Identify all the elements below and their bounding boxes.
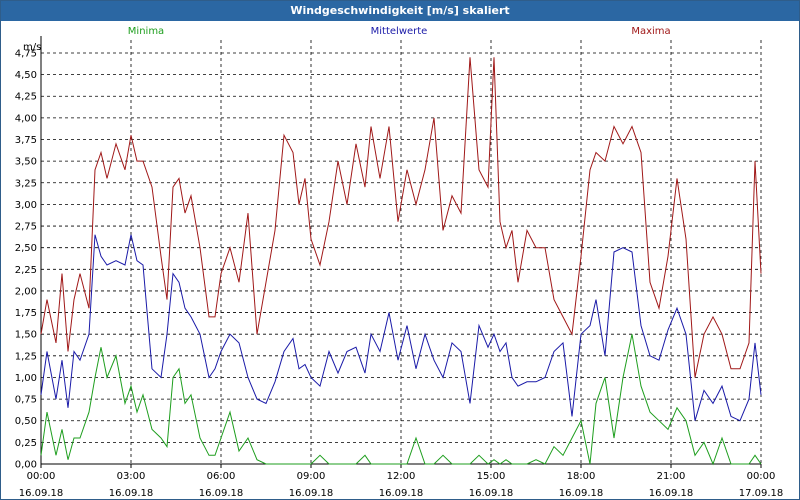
x-tick-time: 21:00 <box>657 471 686 482</box>
y-axis-ticks: 0,00 0,25 0,50 0,75 1,00 1,25 1,50 1,75 2,00 2,25… <box>15 48 37 470</box>
y-tick-label: 0,00 <box>15 460 37 471</box>
y-tick-label: 0,25 <box>15 438 37 449</box>
series-line-minima <box>40 334 762 466</box>
y-tick-label: 3,25 <box>15 178 37 189</box>
x-tick-time: 06:00 <box>207 471 236 482</box>
y-tick-label: 0,75 <box>15 395 37 406</box>
y-tick-label: 2,75 <box>15 222 37 233</box>
window-title: Windgeschwindigkeit [m/s] skaliert <box>1 1 799 21</box>
y-tick-label: 1,50 <box>15 330 37 341</box>
x-tick-date: 16.09.18 <box>19 488 64 499</box>
x-tick-date: 16.09.18 <box>109 488 154 499</box>
y-tick-label: 2,50 <box>15 243 37 254</box>
legend-entry-maxima: Maxima <box>631 26 670 37</box>
series-lines <box>40 57 762 466</box>
x-tick-date: 16.09.18 <box>199 488 244 499</box>
x-tick-time: 09:00 <box>297 471 326 482</box>
x-tick-time: 12:00 <box>387 471 416 482</box>
y-tick-label: 1,25 <box>15 351 37 362</box>
y-tick-label: 1,75 <box>15 308 37 319</box>
x-tick-date: 16.09.18 <box>379 488 424 499</box>
legend-entry-minima: Minima <box>128 26 164 37</box>
x-tick-time: 00:00 <box>747 471 776 482</box>
x-tick-date: 16.09.18 <box>289 488 334 499</box>
x-tick-date: 17.09.18 <box>739 488 784 499</box>
x-tick-time: 15:00 <box>477 471 506 482</box>
x-tick-time: 18:00 <box>567 471 596 482</box>
y-tick-label: 4,00 <box>15 113 37 124</box>
x-axis-ticks: 00:00 16.09.18 03:00 16.09.18 06:00 16.09.18 0… <box>19 471 784 499</box>
series-line-mittelwerte <box>40 234 762 422</box>
y-tick-label: 4,75 <box>15 48 37 59</box>
y-tick-label: 1,00 <box>15 373 37 384</box>
wind-speed-chart: Maxima Mittelwerte Minima 0,00 0,25 0,50 0,75… <box>15 26 784 499</box>
x-tick-time: 03:00 <box>117 471 146 482</box>
y-tick-label: 0,50 <box>15 416 37 427</box>
y-tick-label: 4,25 <box>15 92 37 103</box>
y-tick-label: 3,00 <box>15 200 37 211</box>
legend-entry-mittelwerte: Mittelwerte <box>371 26 428 37</box>
grid <box>41 40 762 465</box>
x-tick-date: 16.09.18 <box>559 488 604 499</box>
y-tick-label: 3,75 <box>15 135 37 146</box>
x-tick-date: 16.09.18 <box>469 488 514 499</box>
y-tick-label: 2,25 <box>15 265 37 276</box>
y-tick-label: 4,50 <box>15 70 37 81</box>
y-tick-label: 3,50 <box>15 157 37 168</box>
y-tick-label: 2,00 <box>15 286 37 297</box>
series-line-maxima <box>40 57 762 378</box>
y-axis-unit: m/s <box>23 42 41 53</box>
legend: Maxima Mittelwerte Minima <box>128 26 671 37</box>
x-tick-date: 16.09.18 <box>649 488 694 499</box>
x-tick-time: 00:00 <box>27 471 56 482</box>
